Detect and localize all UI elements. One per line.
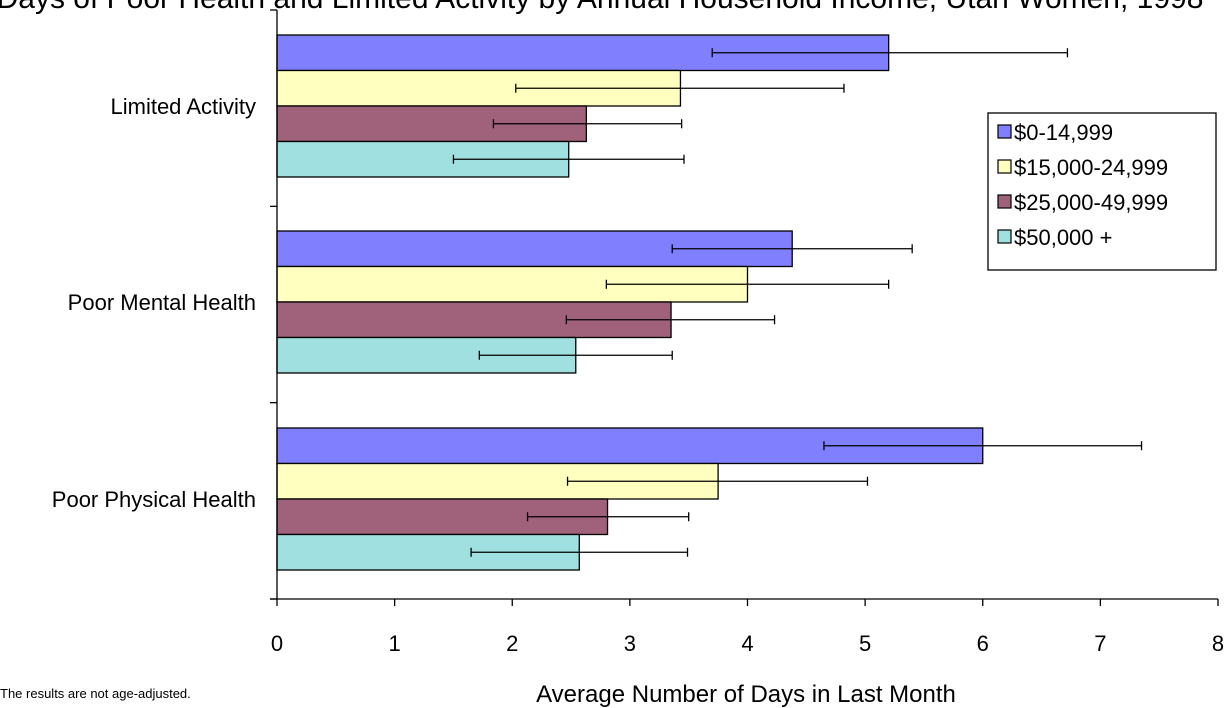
x-tick-label: 8	[1212, 631, 1224, 656]
x-tick-label: 2	[506, 631, 518, 656]
x-tick-label: 3	[624, 631, 636, 656]
category-label: Poor Mental Health	[68, 290, 256, 315]
axes: Limited Activity Poor Mental Health Poor P…	[52, 9, 1224, 656]
x-tick-label: 7	[1094, 631, 1106, 656]
legend-label: $15,000-24,999	[1014, 155, 1168, 180]
error-bars-layer	[452, 48, 1143, 557]
category-label: Limited Activity	[111, 94, 257, 119]
footnote: The results are not age-adjusted.	[0, 686, 191, 701]
x-tick-label: 5	[859, 631, 871, 656]
legend-label: $25,000-49,999	[1014, 190, 1168, 215]
x-tick-label: 0	[271, 631, 283, 656]
legend-label: $0-14,999	[1014, 120, 1113, 145]
bars-layer	[276, 34, 984, 571]
x-tick-label: 1	[389, 631, 401, 656]
x-tick-label: 6	[977, 631, 989, 656]
legend: $0-14,999 $15,000-24,999 $25,000-49,999 $50…	[987, 112, 1217, 271]
legend-swatch	[997, 159, 1012, 174]
category-label: Poor Physical Health	[52, 487, 256, 512]
x-axis-label: Average Number of Days in Last Month	[536, 681, 956, 708]
legend-box	[987, 112, 1217, 271]
legend-swatch	[997, 194, 1012, 209]
chart-title: Days of Poor Health and Limited Activity…	[0, 0, 1203, 15]
legend-swatch	[997, 229, 1012, 244]
legend-label: $50,000 +	[1014, 225, 1112, 250]
x-tick-label: 4	[741, 631, 753, 656]
legend-swatch	[997, 124, 1012, 139]
